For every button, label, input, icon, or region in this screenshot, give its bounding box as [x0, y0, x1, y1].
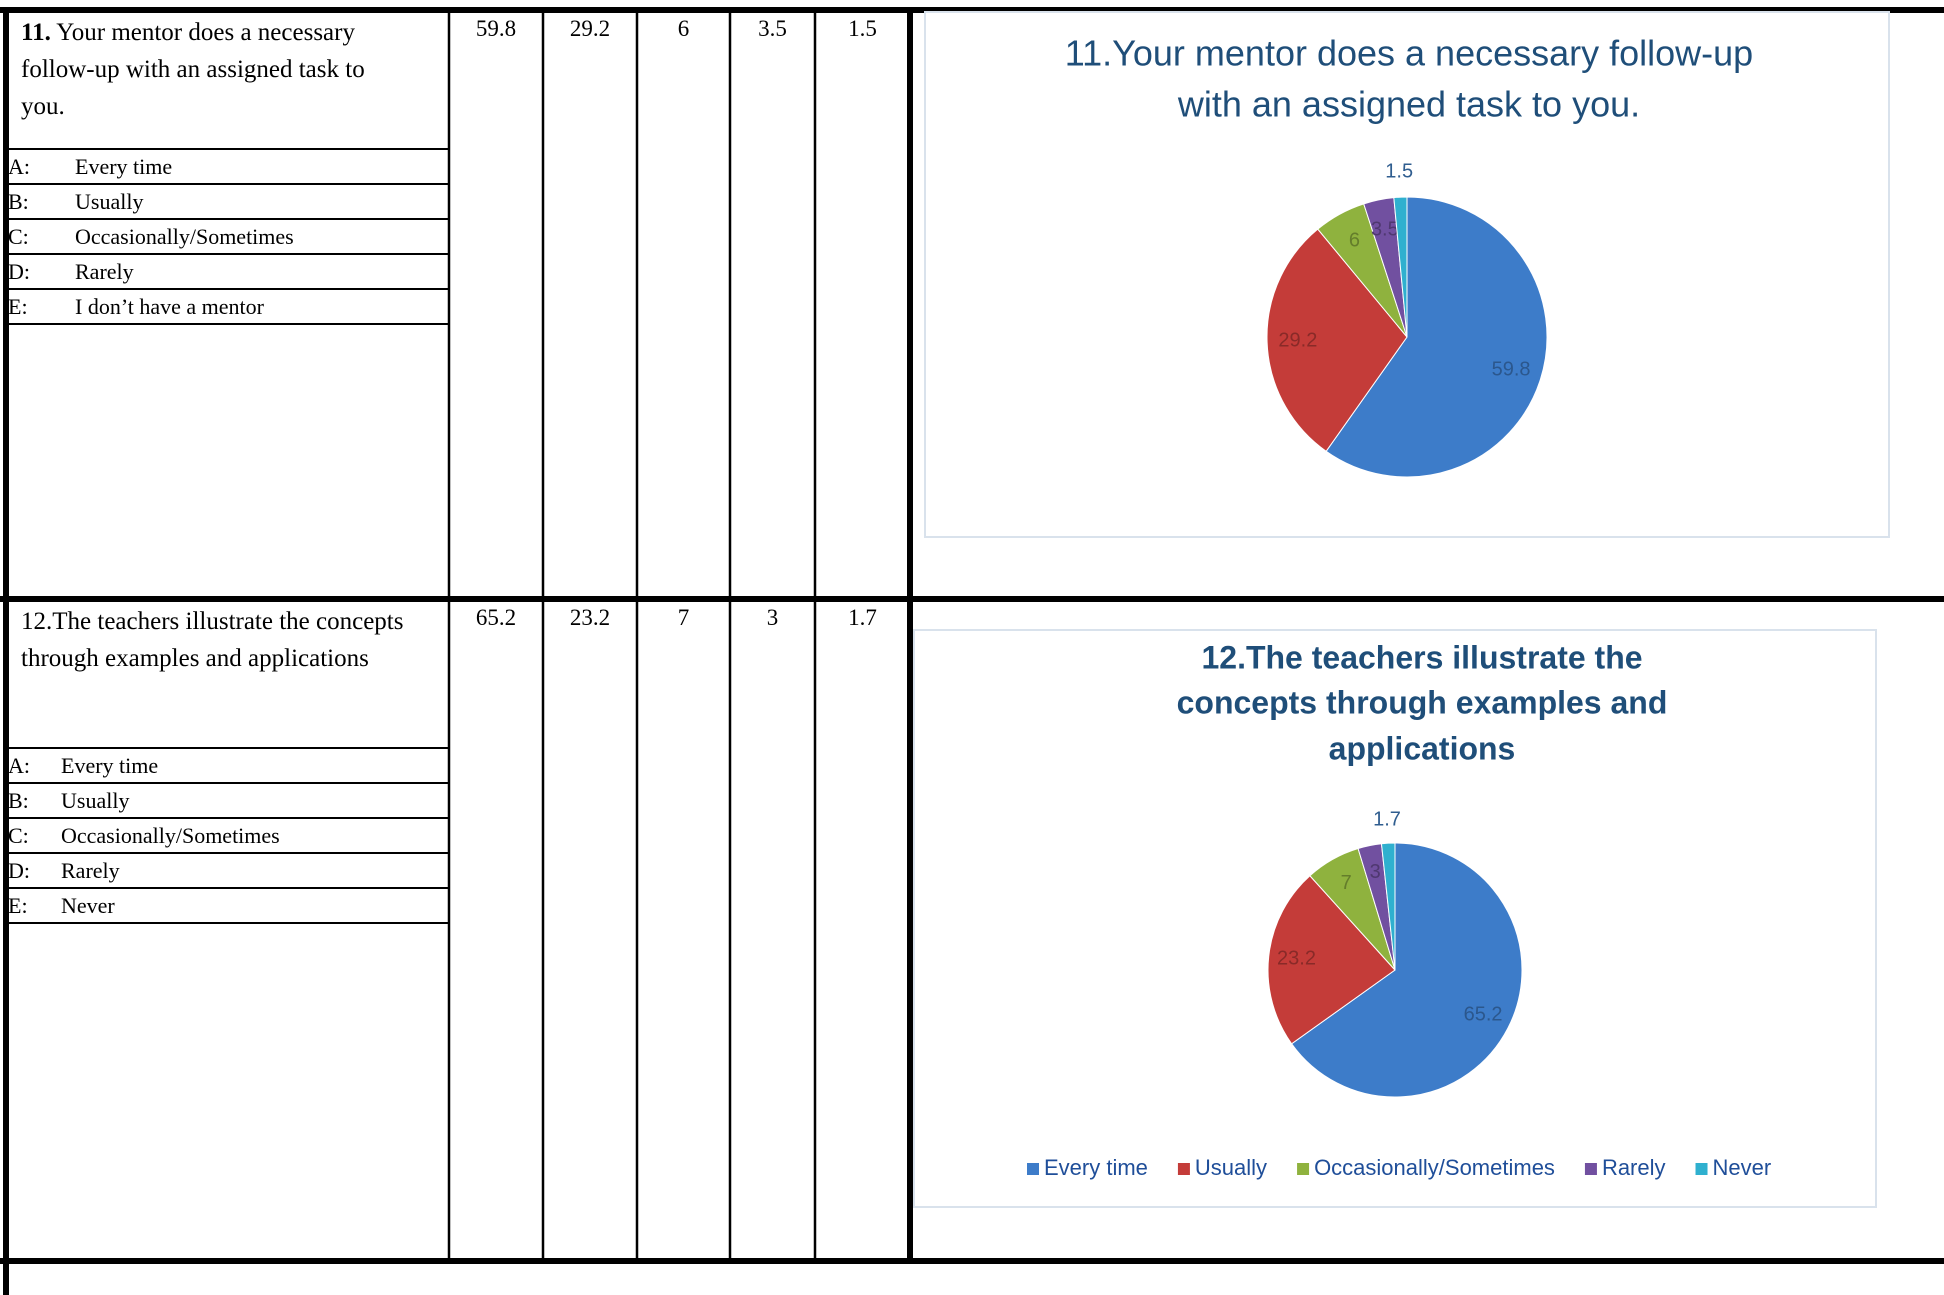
- data-label: 65.2: [1464, 1004, 1503, 1026]
- option: C: Occasionally/Sometimes: [8, 823, 280, 849]
- legend-label: Usually: [1195, 1155, 1267, 1180]
- legend-label: Occasionally/Sometimes: [1314, 1155, 1555, 1180]
- legend-swatch: [1695, 1163, 1708, 1175]
- pie-slice: [1266, 228, 1408, 452]
- table-value: 65.2: [475, 605, 517, 630]
- data-label: 3: [1370, 861, 1381, 883]
- data-label: 1.7: [1373, 809, 1401, 831]
- question-text: Your mentor does a necessary follow-up w…: [21, 19, 365, 120]
- option-letter: C:: [8, 224, 29, 249]
- question-number: 12.: [21, 608, 53, 635]
- option: C: Occasionally/Sometimes: [8, 224, 294, 250]
- data-label: 6: [1349, 230, 1360, 252]
- data-label: 3.5: [1371, 218, 1399, 240]
- option-text: Every time: [61, 753, 159, 778]
- table-value: 59.8: [475, 16, 517, 41]
- chart-title: applications: [1329, 730, 1516, 766]
- table-value: 1.7: [848, 605, 877, 630]
- option-letter: C:: [8, 823, 29, 848]
- option-letter: E:: [8, 893, 28, 918]
- option-text: Never: [61, 893, 115, 918]
- table-value: 3.5: [758, 16, 787, 41]
- table-value: 7: [677, 605, 690, 630]
- chart-title: 12.The teachers illustrate the: [1201, 639, 1642, 675]
- table-value: 6: [677, 16, 690, 41]
- legend-swatch: [1584, 1163, 1597, 1175]
- data-label: 23.2: [1277, 948, 1316, 970]
- legend-label: Never: [1713, 1155, 1772, 1180]
- question: 12.The teachers illustrate the concepts …: [21, 603, 426, 677]
- question-text: The teachers illustrate the concepts thr…: [21, 608, 404, 672]
- table-value: 1.5: [848, 16, 877, 41]
- option-letter: E:: [8, 294, 28, 319]
- data-label: 29.2: [1278, 329, 1317, 351]
- legend-swatch: [1297, 1163, 1310, 1175]
- option-text: Occasionally/Sometimes: [75, 224, 294, 249]
- option-letter: B:: [8, 788, 29, 813]
- pie-slice: [1393, 196, 1408, 338]
- option-letter: B:: [8, 189, 29, 214]
- option: D: Rarely: [8, 858, 120, 884]
- option: E: Never: [8, 893, 115, 919]
- option-letter: A:: [8, 154, 30, 179]
- option-letter: D:: [8, 858, 30, 883]
- table-value: 23.2: [569, 605, 611, 630]
- chart-title: with an assigned task to you.: [1177, 84, 1640, 125]
- legend-label: Rarely: [1602, 1155, 1666, 1180]
- option: E: I don’t have a mentor: [8, 294, 264, 320]
- table-value: 3: [766, 605, 779, 630]
- option: D: Rarely: [8, 259, 134, 285]
- data-label: 1.5: [1385, 160, 1413, 182]
- legend-swatch: [1027, 1163, 1039, 1175]
- option-text: Rarely: [75, 259, 134, 284]
- data-label: 7: [1341, 872, 1352, 894]
- table-grid: [0, 7, 1944, 1295]
- option: A: Every time: [8, 154, 172, 180]
- question-number: 11.: [21, 19, 51, 46]
- question: 11. Your mentor does a necessary follow-…: [21, 14, 401, 125]
- option-text: Usually: [75, 189, 144, 214]
- pie-slice: [1267, 875, 1396, 1045]
- option-text: Rarely: [61, 858, 120, 883]
- option: A: Every time: [8, 753, 158, 779]
- legend-label: Every time: [1044, 1155, 1148, 1180]
- pie-slice: [1325, 196, 1548, 478]
- table-value: 29.2: [569, 16, 611, 41]
- option-letter: A:: [8, 753, 30, 778]
- option-text: Usually: [61, 788, 130, 813]
- option-text: Every time: [75, 154, 173, 179]
- legend-swatch: [1177, 1163, 1190, 1175]
- pie-slice: [1380, 842, 1396, 971]
- option: B: Usually: [8, 189, 143, 215]
- pie-slice: [1290, 842, 1523, 1098]
- option-text: I don’t have a mentor: [75, 294, 264, 319]
- option: B: Usually: [8, 788, 129, 814]
- chart-title: concepts through examples and: [1177, 684, 1668, 720]
- option-letter: D:: [8, 259, 30, 284]
- chart-title: 11.Your mentor does a necessary follow-u…: [1065, 33, 1753, 74]
- data-label: 59.8: [1492, 358, 1531, 380]
- option-text: Occasionally/Sometimes: [61, 823, 280, 848]
